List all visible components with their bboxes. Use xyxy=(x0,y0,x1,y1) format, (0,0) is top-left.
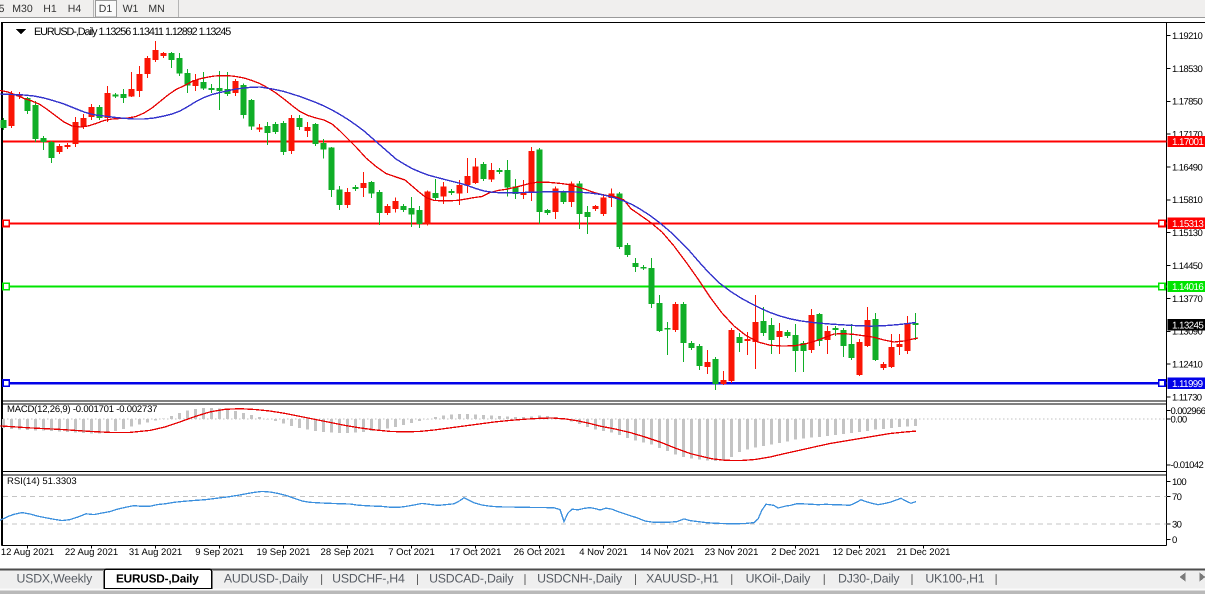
svg-text:|: | xyxy=(730,574,733,586)
svg-text:UK100-,H1: UK100-,H1 xyxy=(925,572,984,586)
svg-text:USDX,Weekly: USDX,Weekly xyxy=(17,572,94,586)
svg-text:2 Dec 2021: 2 Dec 2021 xyxy=(771,547,820,558)
svg-text:0.002966: 0.002966 xyxy=(1171,406,1205,417)
svg-text:H1: H1 xyxy=(43,3,57,15)
svg-text:30: 30 xyxy=(1172,520,1182,531)
svg-text:USDCAD-,Daily: USDCAD-,Daily xyxy=(429,572,514,586)
svg-text:M30: M30 xyxy=(12,3,33,15)
svg-text:12 Aug 2021: 12 Aug 2021 xyxy=(1,547,54,558)
svg-text:|: | xyxy=(320,574,323,586)
svg-text:|: | xyxy=(524,574,527,586)
svg-text:1.17170: 1.17170 xyxy=(1172,130,1202,141)
svg-text:1.15810: 1.15810 xyxy=(1172,195,1202,206)
svg-text:26 Oct 2021: 26 Oct 2021 xyxy=(514,547,566,558)
svg-text:1.14450: 1.14450 xyxy=(1172,261,1202,272)
svg-text:1.13770: 1.13770 xyxy=(1172,294,1202,305)
svg-text:XAUUSD-,H1: XAUUSD-,H1 xyxy=(646,572,719,586)
svg-text:W1: W1 xyxy=(123,3,139,15)
svg-text:12 Dec 2021: 12 Dec 2021 xyxy=(833,547,887,558)
svg-text:AUDUSD-,Daily: AUDUSD-,Daily xyxy=(224,572,309,586)
svg-text:UKOil-,Daily: UKOil-,Daily xyxy=(746,572,812,586)
svg-text:MACD(12,26,9) -0.001701 -0.002: MACD(12,26,9) -0.001701 -0.002737 xyxy=(7,404,157,415)
svg-text:|: | xyxy=(416,574,419,586)
svg-text:70: 70 xyxy=(1172,492,1182,503)
svg-text:7 Oct 2021: 7 Oct 2021 xyxy=(388,547,434,558)
svg-text:1.13245: 1.13245 xyxy=(1172,320,1204,331)
svg-text:MN: MN xyxy=(148,3,164,15)
svg-text:1.11730: 1.11730 xyxy=(1172,392,1202,403)
svg-text:H4: H4 xyxy=(68,3,82,15)
svg-text:DJ30-,Daily: DJ30-,Daily xyxy=(838,572,900,586)
svg-text:1.17850: 1.17850 xyxy=(1172,97,1202,108)
svg-text:1.13090: 1.13090 xyxy=(1172,327,1202,338)
svg-text:5: 5 xyxy=(0,3,5,15)
svg-text:9 Sep 2021: 9 Sep 2021 xyxy=(195,547,244,558)
svg-text:0: 0 xyxy=(1172,535,1177,546)
svg-text:21 Dec 2021: 21 Dec 2021 xyxy=(897,547,951,558)
svg-text:|: | xyxy=(823,574,826,586)
svg-text:23 Nov 2021: 23 Nov 2021 xyxy=(705,547,759,558)
svg-text:EURUSD-,Daily 1.13256 1.13411: EURUSD-,Daily 1.13256 1.13411 1.12892 1.… xyxy=(34,26,231,38)
svg-text:EURUSD-,Daily: EURUSD-,Daily xyxy=(116,572,199,586)
svg-text:14 Nov 2021: 14 Nov 2021 xyxy=(641,547,695,558)
svg-text:0.00: 0.00 xyxy=(1171,415,1187,426)
svg-text:1.11999: 1.11999 xyxy=(1172,379,1203,390)
svg-text:1.18530: 1.18530 xyxy=(1172,64,1202,75)
svg-text:1.15130: 1.15130 xyxy=(1172,228,1202,239)
svg-text:4 Nov 2021: 4 Nov 2021 xyxy=(579,547,628,558)
svg-text:RSI(14) 51.3303: RSI(14) 51.3303 xyxy=(7,476,77,487)
svg-text:-0.01042: -0.01042 xyxy=(1171,460,1204,471)
svg-text:22 Aug 2021: 22 Aug 2021 xyxy=(65,547,118,558)
svg-text:100: 100 xyxy=(1172,477,1186,488)
svg-text:USDCHF-,H4: USDCHF-,H4 xyxy=(332,572,405,586)
svg-text:D1: D1 xyxy=(99,3,113,15)
svg-text:1.16490: 1.16490 xyxy=(1172,162,1202,173)
svg-text:1.17001: 1.17001 xyxy=(1172,137,1203,148)
svg-text:1.15313: 1.15313 xyxy=(1172,219,1204,230)
svg-text:|: | xyxy=(634,574,637,586)
svg-text:19 Sep 2021: 19 Sep 2021 xyxy=(257,547,311,558)
svg-text:28 Sep 2021: 28 Sep 2021 xyxy=(321,547,375,558)
svg-text:1.19210: 1.19210 xyxy=(1172,31,1202,42)
svg-text:1.14016: 1.14016 xyxy=(1172,282,1204,293)
svg-text:|: | xyxy=(911,574,914,586)
svg-text:USDCNH-,Daily: USDCNH-,Daily xyxy=(537,572,623,586)
svg-text:1.12410: 1.12410 xyxy=(1172,360,1202,371)
svg-text:31 Aug 2021: 31 Aug 2021 xyxy=(129,547,182,558)
svg-text:|: | xyxy=(995,574,998,586)
svg-text:17 Oct 2021: 17 Oct 2021 xyxy=(450,547,502,558)
